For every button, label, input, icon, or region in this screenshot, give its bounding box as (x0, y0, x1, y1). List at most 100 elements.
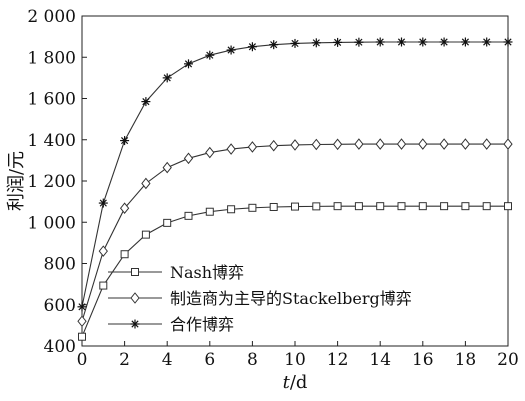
x-tick-label: 10 (284, 350, 306, 370)
data-point (120, 250, 129, 259)
marker-diamond-shape (460, 138, 471, 150)
marker-asterisk-stroke (163, 74, 171, 82)
legend-label: 制造商为主导的Stackelberg博弈 (170, 289, 412, 308)
marker-square-shape (504, 202, 512, 211)
marker-asterisk-stroke (206, 51, 214, 59)
data-point (397, 37, 406, 47)
marker-square-shape (141, 230, 150, 239)
y-tick-label: 800 (44, 255, 76, 275)
marker-asterisk-stroke (184, 60, 193, 68)
marker-diamond-shape (226, 143, 236, 155)
data-point (290, 38, 300, 48)
data-point (141, 177, 151, 190)
legend-marker (130, 319, 140, 329)
data-point (375, 37, 385, 47)
data-point (78, 332, 86, 341)
data-point (482, 37, 492, 47)
data-point (503, 37, 513, 47)
marker-asterisk-stroke (440, 38, 448, 46)
data-point (120, 136, 130, 146)
series-line (81, 205, 508, 337)
marker-square-shape (205, 207, 214, 216)
marker-asterisk-stroke (419, 38, 427, 46)
data-point (269, 139, 279, 152)
y-tick-label: 1 400 (27, 131, 76, 151)
data-point (482, 202, 491, 211)
axis-ticks: 0 2 4 6 8 10 12 14 16 18 20 400 600 800 1 000 1 200 1 40… (27, 7, 518, 370)
marker-diamond-shape (332, 138, 343, 151)
marker-asterisk-stroke (131, 320, 139, 328)
marker-diamond-shape (396, 138, 407, 150)
legend-marker (130, 292, 140, 304)
data-point (162, 161, 172, 174)
data-point (98, 198, 108, 208)
marker-square-shape (354, 202, 363, 211)
x-tick-label: 4 (162, 350, 173, 370)
y-tick-label: 2 000 (27, 7, 76, 27)
marker-square-shape (291, 202, 299, 211)
x-tick-label: 18 (455, 350, 477, 370)
marker-square-shape (376, 202, 385, 211)
data-point (311, 138, 321, 151)
data-point (460, 37, 470, 47)
marker-diamond-shape (77, 315, 87, 328)
marker-asterisk-stroke (270, 41, 278, 49)
data-point (354, 138, 364, 150)
x-tick-label: 0 (77, 350, 88, 370)
y-tick-label: 1 600 (27, 90, 76, 110)
x-tick-label: 6 (204, 350, 215, 370)
data-point (226, 45, 236, 55)
y-tick-label: 1 000 (27, 213, 76, 233)
legend-label: 合作博弈 (170, 315, 234, 334)
data-point (482, 138, 492, 150)
data-point (375, 138, 385, 150)
marker-square-shape (440, 202, 449, 211)
data-point (460, 138, 471, 150)
legend-label: Nash博弈 (170, 263, 244, 282)
marker-asterisk-stroke (312, 39, 320, 47)
x-tick-label: 8 (247, 350, 258, 370)
marker-diamond-shape (439, 138, 449, 150)
marker-diamond-shape (247, 141, 258, 153)
data-point (184, 211, 193, 220)
data-point (163, 218, 172, 227)
data-point (354, 202, 363, 211)
marker-square-shape (269, 202, 278, 211)
x-axis-label-unit: /d (290, 372, 308, 393)
marker-asterisk-stroke (504, 38, 512, 46)
series-layer (77, 37, 513, 341)
marker-asterisk-stroke (99, 199, 107, 207)
marker-square-shape (120, 250, 129, 259)
marker-asterisk-stroke (227, 46, 235, 54)
series-line (81, 41, 508, 307)
marker-asterisk-stroke (78, 303, 86, 311)
data-point (269, 202, 278, 211)
data-point (354, 37, 364, 47)
data-point (439, 138, 449, 150)
marker-diamond-shape (119, 202, 130, 215)
data-point (291, 202, 299, 211)
data-point (227, 205, 236, 214)
data-point (77, 315, 87, 328)
y-tick-label: 1 200 (27, 172, 76, 192)
marker-asterisk-stroke (376, 38, 384, 46)
data-point (205, 207, 214, 216)
data-point (312, 202, 321, 211)
legend-marker (131, 268, 139, 276)
data-point (397, 202, 406, 211)
marker-square-shape (131, 268, 139, 276)
data-point (504, 202, 512, 211)
x-tick-label: 16 (412, 350, 434, 370)
marker-asterisk-stroke (355, 38, 363, 46)
legend-item: 合作博弈 (108, 315, 234, 334)
marker-diamond-shape (311, 138, 321, 151)
data-point (99, 281, 108, 290)
marker-diamond-shape (375, 138, 385, 150)
data-point (248, 203, 257, 212)
data-point (333, 37, 343, 47)
marker-asterisk-stroke (248, 43, 257, 51)
marker-square-shape (184, 211, 193, 220)
marker-square-shape (418, 202, 427, 211)
marker-diamond-shape (141, 177, 151, 190)
